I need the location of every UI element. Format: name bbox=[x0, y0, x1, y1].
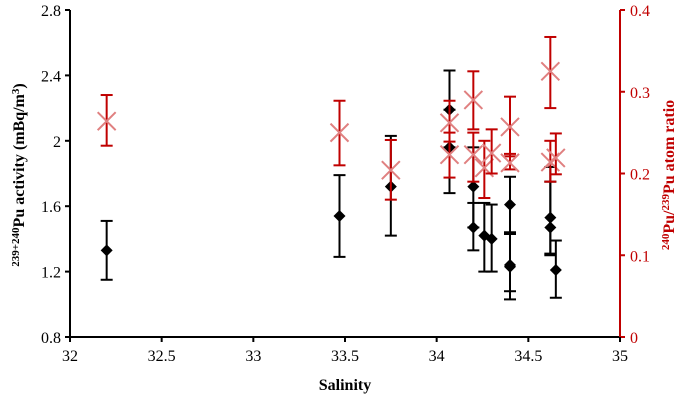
right-y-ticks: 0 0.1 0.2 0.3 0.4 bbox=[620, 3, 650, 347]
y-tick-label: 1.6 bbox=[41, 199, 61, 216]
x-cross-marker bbox=[439, 113, 460, 133]
x-tick-label: 35 bbox=[612, 348, 628, 365]
diamond-marker bbox=[549, 263, 562, 276]
x-cross-marker bbox=[500, 153, 520, 173]
x-cross-marker bbox=[329, 122, 350, 143]
y2-axis-title: 240Pu/239Pu atom ratio bbox=[660, 100, 678, 250]
diamond-marker bbox=[333, 210, 346, 223]
x-cross-marker bbox=[463, 90, 484, 110]
y-tick-label: 2.4 bbox=[41, 68, 61, 85]
x-cross-marker bbox=[481, 143, 502, 163]
x-cross-marker bbox=[500, 117, 520, 137]
diamond-marker bbox=[100, 244, 113, 257]
y-tick-label: 2 bbox=[53, 134, 61, 151]
plot-series bbox=[96, 35, 566, 301]
ratio-series bbox=[96, 35, 566, 201]
x-cross-marker bbox=[381, 160, 401, 180]
x-cross-marker bbox=[546, 148, 566, 168]
axes bbox=[69, 10, 621, 338]
x-tick-label: 34 bbox=[429, 348, 445, 365]
x-tick-label: 32 bbox=[62, 348, 78, 365]
x-cross-marker bbox=[463, 144, 484, 165]
x-axis-title: Salinity bbox=[319, 377, 371, 394]
x-cross-marker bbox=[96, 111, 117, 131]
diamond-marker bbox=[467, 180, 480, 193]
x-tick-label: 33.5 bbox=[331, 348, 359, 365]
y2-tick-label: 0.2 bbox=[630, 167, 650, 184]
x-cross-marker bbox=[540, 61, 561, 82]
y-axis-title: 239+240Pu activity (mBq/m3) bbox=[10, 83, 28, 266]
y2-tick-label: 0 bbox=[630, 330, 638, 347]
y-tick-label: 2.8 bbox=[41, 3, 61, 20]
x-tick-label: 34.5 bbox=[514, 348, 542, 365]
x-tick-label: 32.5 bbox=[148, 348, 176, 365]
diamond-marker bbox=[504, 260, 516, 273]
diamond-marker bbox=[485, 232, 498, 245]
y2-tick-label: 0.4 bbox=[630, 3, 650, 20]
x-ticks: 32 32.5 33 33.5 34 34.5 35 bbox=[62, 337, 628, 365]
y-tick-label: 0.8 bbox=[41, 330, 61, 347]
diamond-marker bbox=[544, 221, 557, 234]
diamond-marker bbox=[467, 221, 480, 234]
y-tick-label: 1.2 bbox=[41, 265, 61, 282]
activity-series bbox=[100, 69, 562, 301]
y2-tick-label: 0.1 bbox=[630, 248, 650, 265]
x-tick-label: 33 bbox=[245, 348, 261, 365]
left-y-ticks: 0.8 1.2 1.6 2 2.4 2.8 bbox=[41, 3, 70, 347]
diamond-marker bbox=[504, 198, 516, 211]
x-cross-marker bbox=[439, 144, 460, 165]
y2-tick-label: 0.3 bbox=[630, 85, 650, 102]
